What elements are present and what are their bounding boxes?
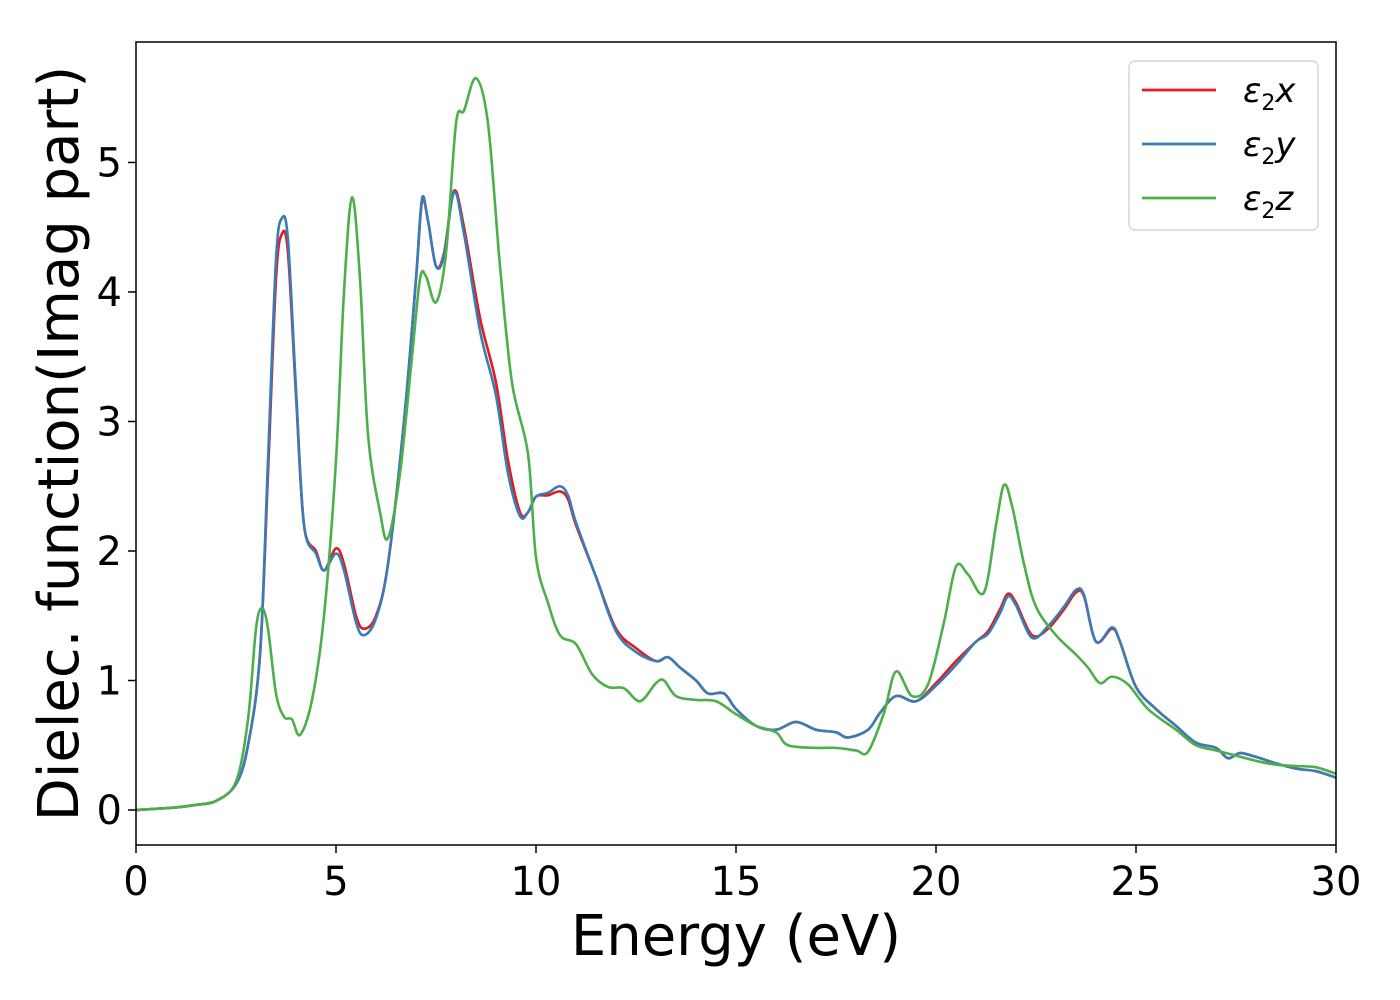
- y-tick-label: 3: [97, 399, 122, 445]
- y-tick-label: 0: [97, 788, 122, 834]
- y-tick-label: 4: [97, 270, 122, 316]
- x-axis-label: Energy (eV): [571, 904, 901, 969]
- x-tick-label: 0: [123, 859, 148, 905]
- legend: ε2x ε2y ε2z: [1128, 60, 1319, 231]
- y-tick-label: 1: [97, 659, 122, 705]
- legend-label: ε2x: [1243, 71, 1296, 116]
- legend-item-y: ε2y: [1142, 125, 1296, 170]
- series-line-y: [136, 190, 1336, 812]
- y-tick-label: 5: [97, 140, 122, 186]
- legend-label: ε2y: [1243, 125, 1296, 170]
- x-tick-label: 10: [511, 859, 562, 905]
- series-layer: [136, 76, 1336, 812]
- x-tick-label: 30: [1311, 859, 1362, 905]
- x-axis: 0 5 10 15 20 25 30: [123, 845, 1361, 905]
- legend-box: [1128, 60, 1319, 231]
- x-tick-label: 5: [323, 859, 348, 905]
- legend-item-x: ε2x: [1142, 71, 1296, 116]
- legend-item-z: ε2z: [1142, 179, 1294, 224]
- y-axis: 0 1 2 3 4 5: [97, 140, 136, 834]
- series-line-z: [136, 76, 1336, 812]
- y-axis-label: Dielec. function(Imag part): [27, 66, 92, 822]
- x-tick-label: 25: [1111, 859, 1162, 905]
- x-tick-label: 15: [711, 859, 762, 905]
- legend-label: ε2z: [1243, 179, 1294, 224]
- x-tick-label: 20: [911, 859, 962, 905]
- y-tick-label: 2: [97, 529, 122, 575]
